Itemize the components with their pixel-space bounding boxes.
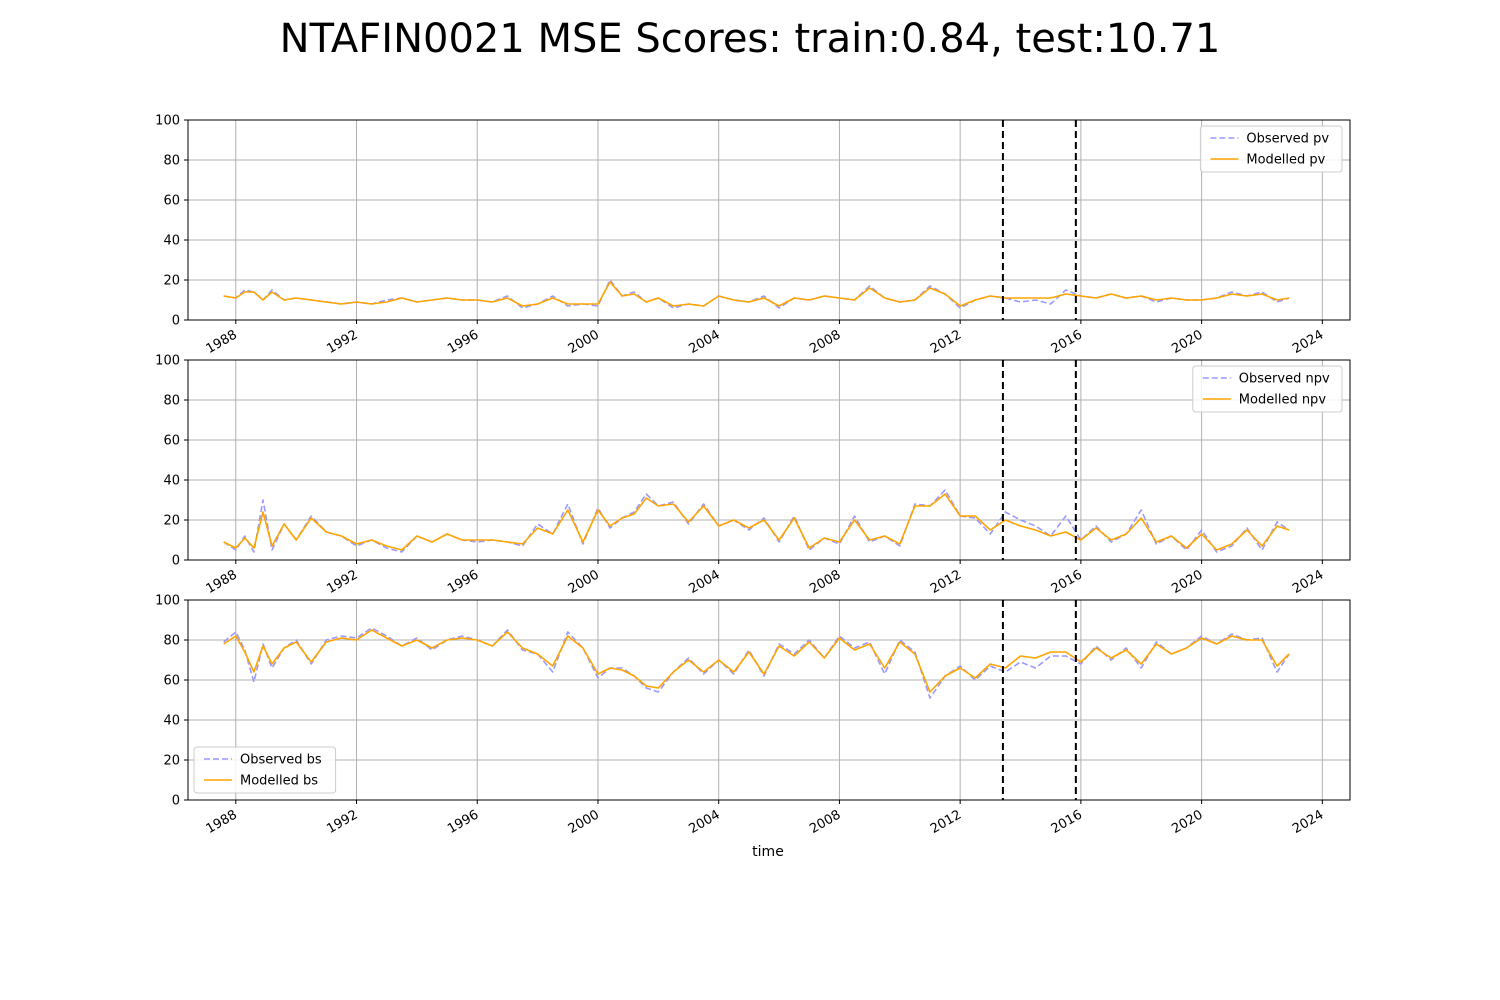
- y-tick-label: 60: [163, 194, 180, 209]
- x-tick-label: 2008: [807, 807, 843, 837]
- x-tick-label: 1988: [204, 807, 240, 837]
- panel-npv: 0 20 40 60 80 100 1988 1992 1996 2000 2004 2008 2012…: [155, 354, 1351, 597]
- axes-frame: [187, 599, 1351, 801]
- x-tick-label: 2024: [1290, 567, 1326, 597]
- legend: Observed pv Modelled pv: [1199, 125, 1343, 173]
- x-tick-label: 2024: [1290, 807, 1326, 837]
- y-tick-label: 20: [163, 754, 180, 769]
- y-tick-label: 100: [155, 114, 180, 129]
- y-tick-label: 20: [163, 514, 180, 529]
- y-tick-label: 0: [172, 554, 180, 569]
- y-tick-label: 40: [163, 474, 180, 489]
- y-tick-label: 80: [163, 394, 180, 409]
- series-line-modelled: [223, 281, 1290, 307]
- x-tick-label: 2020: [1169, 807, 1205, 837]
- legend-label: Observed bs: [240, 753, 322, 768]
- legend-label: Modelled pv: [1246, 153, 1325, 168]
- y-tick-label: 20: [163, 274, 180, 289]
- legend: Observed npv Modelled npv: [1192, 365, 1343, 413]
- axes-frame: [187, 119, 1351, 321]
- y-tick-label: 80: [163, 154, 180, 169]
- y-tick-label: 60: [163, 674, 180, 689]
- x-tick-label: 2000: [566, 567, 602, 597]
- x-tick-label: 2016: [1049, 567, 1085, 597]
- x-tick-label: 2004: [687, 807, 723, 837]
- panel-pv: 0 20 40 60 80 100 1988 1992 1996 2000 2004 2008 2012…: [155, 114, 1351, 357]
- y-tick-label: 40: [163, 234, 180, 249]
- y-tick-label: 0: [172, 794, 180, 809]
- chart-title: NTAFIN0021 MSE Scores: train:0.84, test:…: [280, 16, 1221, 62]
- axes-frame: [187, 359, 1351, 561]
- y-tick-label: 100: [155, 354, 180, 369]
- x-tick-label: 2012: [928, 567, 964, 597]
- x-tick-label: 2004: [687, 327, 723, 357]
- x-tick-label: 2000: [566, 327, 602, 357]
- x-axis-label: time: [752, 844, 784, 860]
- series-line-observed: [223, 489, 1290, 553]
- legend: Observed bs Modelled bs: [193, 746, 337, 794]
- x-tick-label: 1992: [324, 567, 360, 597]
- x-tick-label: 1992: [324, 327, 360, 357]
- legend-box: [193, 746, 337, 794]
- x-tick-label: 1996: [445, 567, 481, 597]
- x-tick-label: 2000: [566, 807, 602, 837]
- x-tick-label: 1988: [204, 327, 240, 357]
- x-tick-label: 2012: [928, 807, 964, 837]
- x-tick-label: 2016: [1049, 327, 1085, 357]
- x-tick-label: 2008: [807, 567, 843, 597]
- x-tick-label: 2008: [807, 327, 843, 357]
- x-tick-label: 2024: [1290, 327, 1326, 357]
- x-tick-label: 2004: [687, 567, 723, 597]
- series-line-observed: [223, 279, 1290, 309]
- y-tick-label: 100: [155, 594, 180, 609]
- y-tick-label: 60: [163, 434, 180, 449]
- x-tick-label: 2012: [928, 327, 964, 357]
- legend-label: Observed pv: [1246, 132, 1329, 147]
- x-tick-label: 1996: [445, 807, 481, 837]
- y-tick-label: 40: [163, 714, 180, 729]
- legend-box: [1199, 125, 1343, 173]
- y-tick-label: 0: [172, 314, 180, 329]
- x-tick-label: 1992: [324, 807, 360, 837]
- x-tick-label: 1996: [445, 327, 481, 357]
- series-line-modelled: [223, 629, 1290, 693]
- y-tick-label: 80: [163, 634, 180, 649]
- x-tick-label: 2020: [1169, 327, 1205, 357]
- legend-label: Modelled bs: [240, 774, 318, 789]
- x-tick-label: 2020: [1169, 567, 1205, 597]
- legend-label: Modelled npv: [1239, 393, 1327, 408]
- legend-label: Observed npv: [1239, 372, 1330, 387]
- x-tick-label: 1988: [204, 567, 240, 597]
- panel-bs: 0 20 40 60 80 100 1988 1992 1996 2000 2004 2008 2012…: [155, 594, 1351, 837]
- x-tick-label: 2016: [1049, 807, 1085, 837]
- series-line-modelled: [223, 493, 1290, 551]
